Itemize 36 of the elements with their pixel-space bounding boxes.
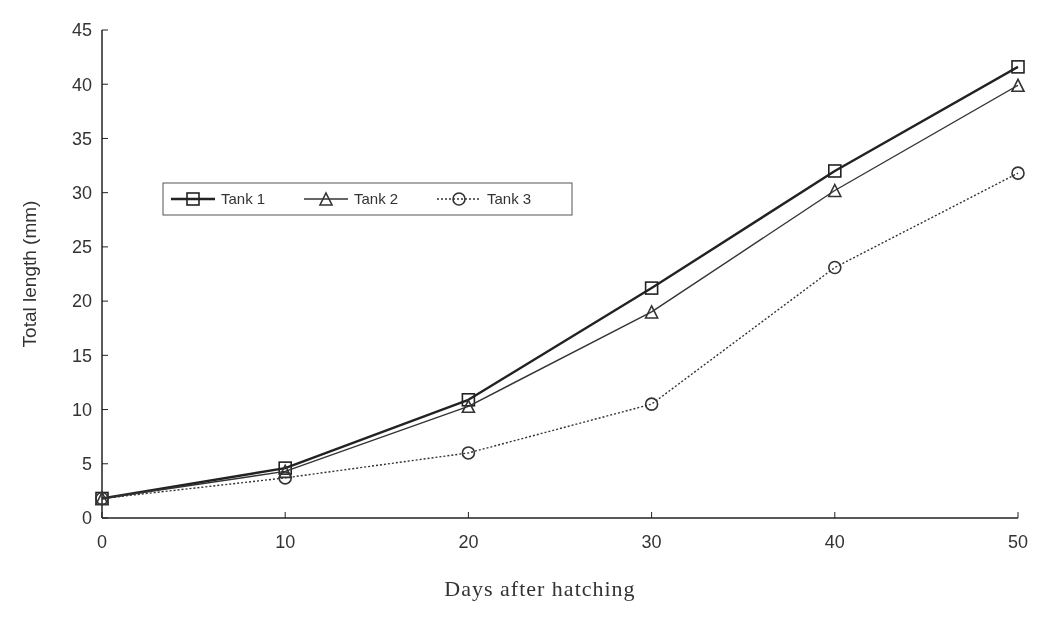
y-tick-label: 0 <box>81 508 92 529</box>
point <box>461 399 476 414</box>
x-tick-label: 40 <box>824 532 845 552</box>
point <box>461 446 476 460</box>
legend-label: Tank 3 <box>487 190 532 208</box>
x-tick-label: 0 <box>96 532 108 552</box>
legend-label: Tank 2 <box>354 190 399 208</box>
x-axis-title: Days after hatching <box>444 576 636 601</box>
point <box>828 164 842 178</box>
point <box>828 260 842 275</box>
point <box>278 471 292 485</box>
y-tick-label: 30 <box>71 182 92 203</box>
point <box>278 464 292 479</box>
point <box>644 305 659 319</box>
point <box>644 281 659 295</box>
y-axis-title: Total length (mm) <box>19 200 40 348</box>
y-tick-label: 5 <box>81 454 92 475</box>
y-tick-label: 20 <box>71 291 92 312</box>
point <box>461 393 476 407</box>
y-tick-label: 15 <box>71 345 92 366</box>
y-tick-label: 40 <box>71 74 92 95</box>
point <box>1011 166 1025 180</box>
x-tick-label: 30 <box>641 532 662 552</box>
point <box>1011 60 1025 74</box>
point <box>828 183 842 198</box>
y-tick-label: 45 <box>71 20 92 41</box>
point <box>278 461 292 475</box>
legend-label: Tank 1 <box>221 190 266 208</box>
y-tick-label: 25 <box>71 237 92 258</box>
point <box>1011 78 1025 93</box>
y-tick-label: 10 <box>71 399 92 420</box>
x-tick-label: 10 <box>275 532 296 552</box>
x-tick-label: 50 <box>1007 532 1029 552</box>
y-tick-label: 35 <box>71 128 92 149</box>
point <box>644 397 659 411</box>
x-tick-label: 20 <box>458 532 479 552</box>
